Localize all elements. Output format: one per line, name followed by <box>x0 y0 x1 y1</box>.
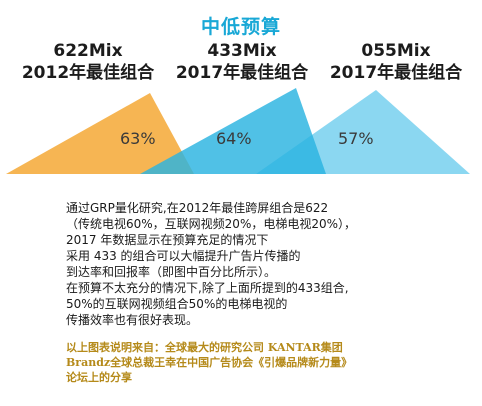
combo-year-label: 2017年最佳组合 <box>175 63 309 83</box>
paragraph-line: 采用 433 的组合可以大幅提升广告片传播的 <box>66 249 301 263</box>
explanation-paragraph: 通过GRP量化研究,在2012年最佳跨屏组合是622 （传统电视60%，互联网视… <box>66 200 416 328</box>
combo-055: 055Mix 2017年最佳组合 <box>316 40 476 84</box>
paragraph-line: 传播效率也有很好表现。 <box>66 313 199 327</box>
combo-year-label: 2012年最佳组合 <box>21 63 155 83</box>
paragraph-line: 50%的互联网视频组合50%的电梯电视的 <box>66 297 288 311</box>
percent-label-622: 63% <box>120 129 156 148</box>
triangle-433 <box>140 88 326 174</box>
combo-mix-label: 433Mix <box>207 41 277 61</box>
paragraph-line: （传统电视60%，互联网视频20%，电梯电视20%）， <box>66 217 357 231</box>
paragraph-line: 到达率和回报率（即图中百分比所示）。 <box>66 265 277 279</box>
combo-mix-label: 055Mix <box>361 41 431 61</box>
source-line: 以上图表说明来自：全球最大的研究公司 KANTAR集团 <box>66 341 343 354</box>
paragraph-line: 在预算不太充分的情况下,除了上面所提到的433组合, <box>66 281 349 295</box>
percent-label-055: 57% <box>338 129 374 148</box>
combo-433: 433Mix 2017年最佳组合 <box>162 40 322 84</box>
source-line: 论坛上的分享 <box>66 371 132 384</box>
combo-year-label: 2017年最佳组合 <box>329 63 463 83</box>
percent-label-433: 64% <box>216 129 252 148</box>
combo-622: 622Mix 2012年最佳组合 <box>8 40 168 84</box>
paragraph-line: 通过GRP量化研究,在2012年最佳跨屏组合是622 <box>66 201 329 215</box>
source-line: Brandz全球总裁王幸在中国广告协会《引爆品牌新力量》 <box>66 356 353 369</box>
triangle-622 <box>6 93 194 174</box>
source-note: 以上图表说明来自：全球最大的研究公司 KANTAR集团 Brandz全球总裁王幸… <box>66 340 466 385</box>
paragraph-line: 2017 年数据显示在预算充足的情况下 <box>66 233 269 247</box>
overlapping-triangles-graphic: 63% 64% 57% <box>6 88 470 174</box>
combo-mix-label: 622Mix <box>53 41 123 61</box>
page-title: 中低预算 <box>200 16 281 38</box>
